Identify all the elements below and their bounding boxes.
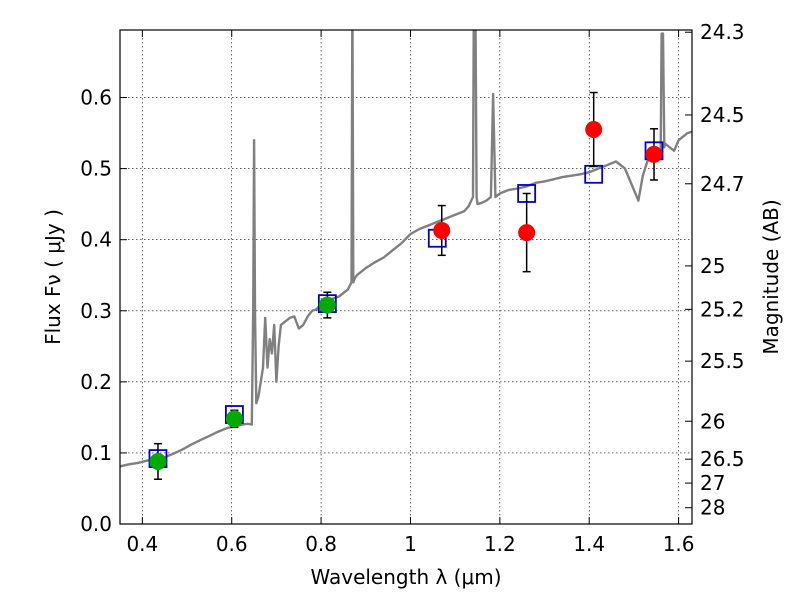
right-tick-label: 26: [700, 409, 725, 433]
observed-point-optical: [149, 452, 167, 470]
right-tick-label: 26.5: [700, 447, 745, 471]
right-tick-label: 25.5: [700, 349, 745, 373]
right-tick-label: 28: [700, 496, 725, 520]
y-tick-label: 0.6: [80, 86, 112, 110]
x-tick-label: 0.8: [305, 532, 337, 556]
x-tick-label: 1.2: [484, 532, 516, 556]
y-tick-label: 0.3: [80, 299, 112, 323]
ticks: 0.4 0.6 0.8 1 1.2 1.4 1.6 0.0 0.1 0.2 0.3 0.4 0.5 0.6…: [80, 20, 744, 556]
observed-point-optical: [318, 296, 336, 314]
y-axis-label: Flux Fν ( μJy ): [41, 209, 65, 345]
y-tick-label: 0.4: [80, 228, 112, 252]
y-tick-label: 0.1: [80, 441, 112, 465]
x-axis-label: Wavelength λ (μm): [310, 565, 501, 589]
sed-model-line: [120, 30, 692, 468]
right-tick-label: 24.7: [700, 172, 745, 196]
observed-point-nir: [433, 221, 451, 239]
right-tick-label: 25: [700, 254, 725, 278]
x-tick-label: 1.6: [663, 532, 695, 556]
right-tick-label: 27: [700, 471, 725, 495]
data-layer: [120, 30, 692, 480]
right-tick-label: 24.3: [700, 20, 745, 44]
observed-point-nir: [645, 145, 663, 163]
x-tick-label: 0.6: [216, 532, 248, 556]
x-tick-label: 0.4: [126, 532, 158, 556]
plot-frame: [119, 29, 693, 525]
x-tick-label: 1: [404, 532, 417, 556]
y-tick-label: 0.2: [80, 370, 112, 394]
x-tick-label: 1.4: [573, 532, 605, 556]
right-axis-label: Magnitude (AB): [759, 199, 783, 354]
y-tick-label: 0.0: [80, 512, 112, 536]
right-tick-label: 24.5: [700, 103, 745, 127]
right-tick-label: 25.2: [700, 297, 745, 321]
observed-point-nir: [585, 121, 603, 139]
y-tick-label: 0.5: [80, 157, 112, 181]
observed-point-optical: [225, 410, 243, 428]
observed-point-nir: [518, 224, 536, 242]
